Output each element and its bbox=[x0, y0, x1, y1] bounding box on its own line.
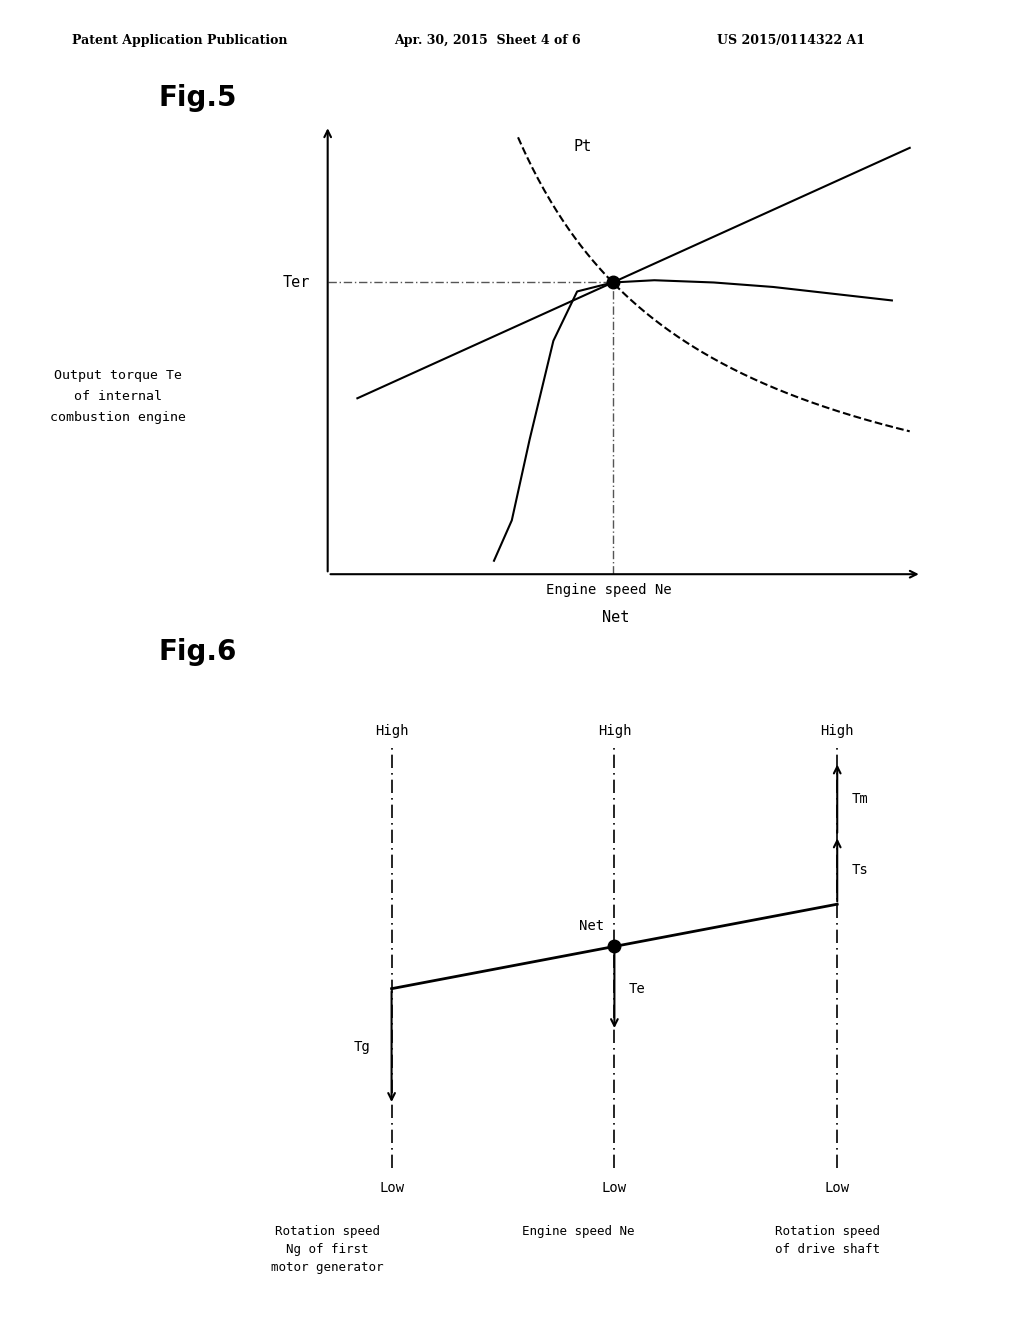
Text: Low: Low bbox=[602, 1181, 627, 1195]
Text: Rotation speed
Ng of first
motor generator: Rotation speed Ng of first motor generat… bbox=[271, 1225, 384, 1274]
Text: US 2015/0114322 A1: US 2015/0114322 A1 bbox=[717, 34, 865, 48]
Text: Fig.6: Fig.6 bbox=[159, 638, 238, 667]
Text: Te: Te bbox=[629, 982, 645, 995]
Text: Pt: Pt bbox=[573, 139, 592, 154]
Text: High: High bbox=[820, 725, 854, 738]
Text: High: High bbox=[598, 725, 631, 738]
Text: High: High bbox=[375, 725, 409, 738]
Text: Tm: Tm bbox=[851, 792, 868, 805]
Text: Output torque Te
of internal
combustion engine: Output torque Te of internal combustion … bbox=[50, 368, 185, 424]
Text: Apr. 30, 2015  Sheet 4 of 6: Apr. 30, 2015 Sheet 4 of 6 bbox=[394, 34, 581, 48]
Text: Low: Low bbox=[824, 1181, 850, 1195]
Text: Fig.5: Fig.5 bbox=[159, 83, 238, 112]
Text: Ter: Ter bbox=[283, 275, 310, 290]
Text: Tg: Tg bbox=[354, 1040, 371, 1053]
Text: Engine speed Ne: Engine speed Ne bbox=[547, 583, 672, 598]
Text: Rotation speed
of drive shaft: Rotation speed of drive shaft bbox=[775, 1225, 880, 1255]
Text: Ts: Ts bbox=[851, 863, 868, 876]
Text: Engine speed Ne: Engine speed Ne bbox=[522, 1225, 635, 1238]
Text: Patent Application Publication: Patent Application Publication bbox=[72, 34, 287, 48]
Text: Net: Net bbox=[602, 610, 630, 626]
Text: Low: Low bbox=[379, 1181, 404, 1195]
Text: Net: Net bbox=[579, 919, 604, 933]
